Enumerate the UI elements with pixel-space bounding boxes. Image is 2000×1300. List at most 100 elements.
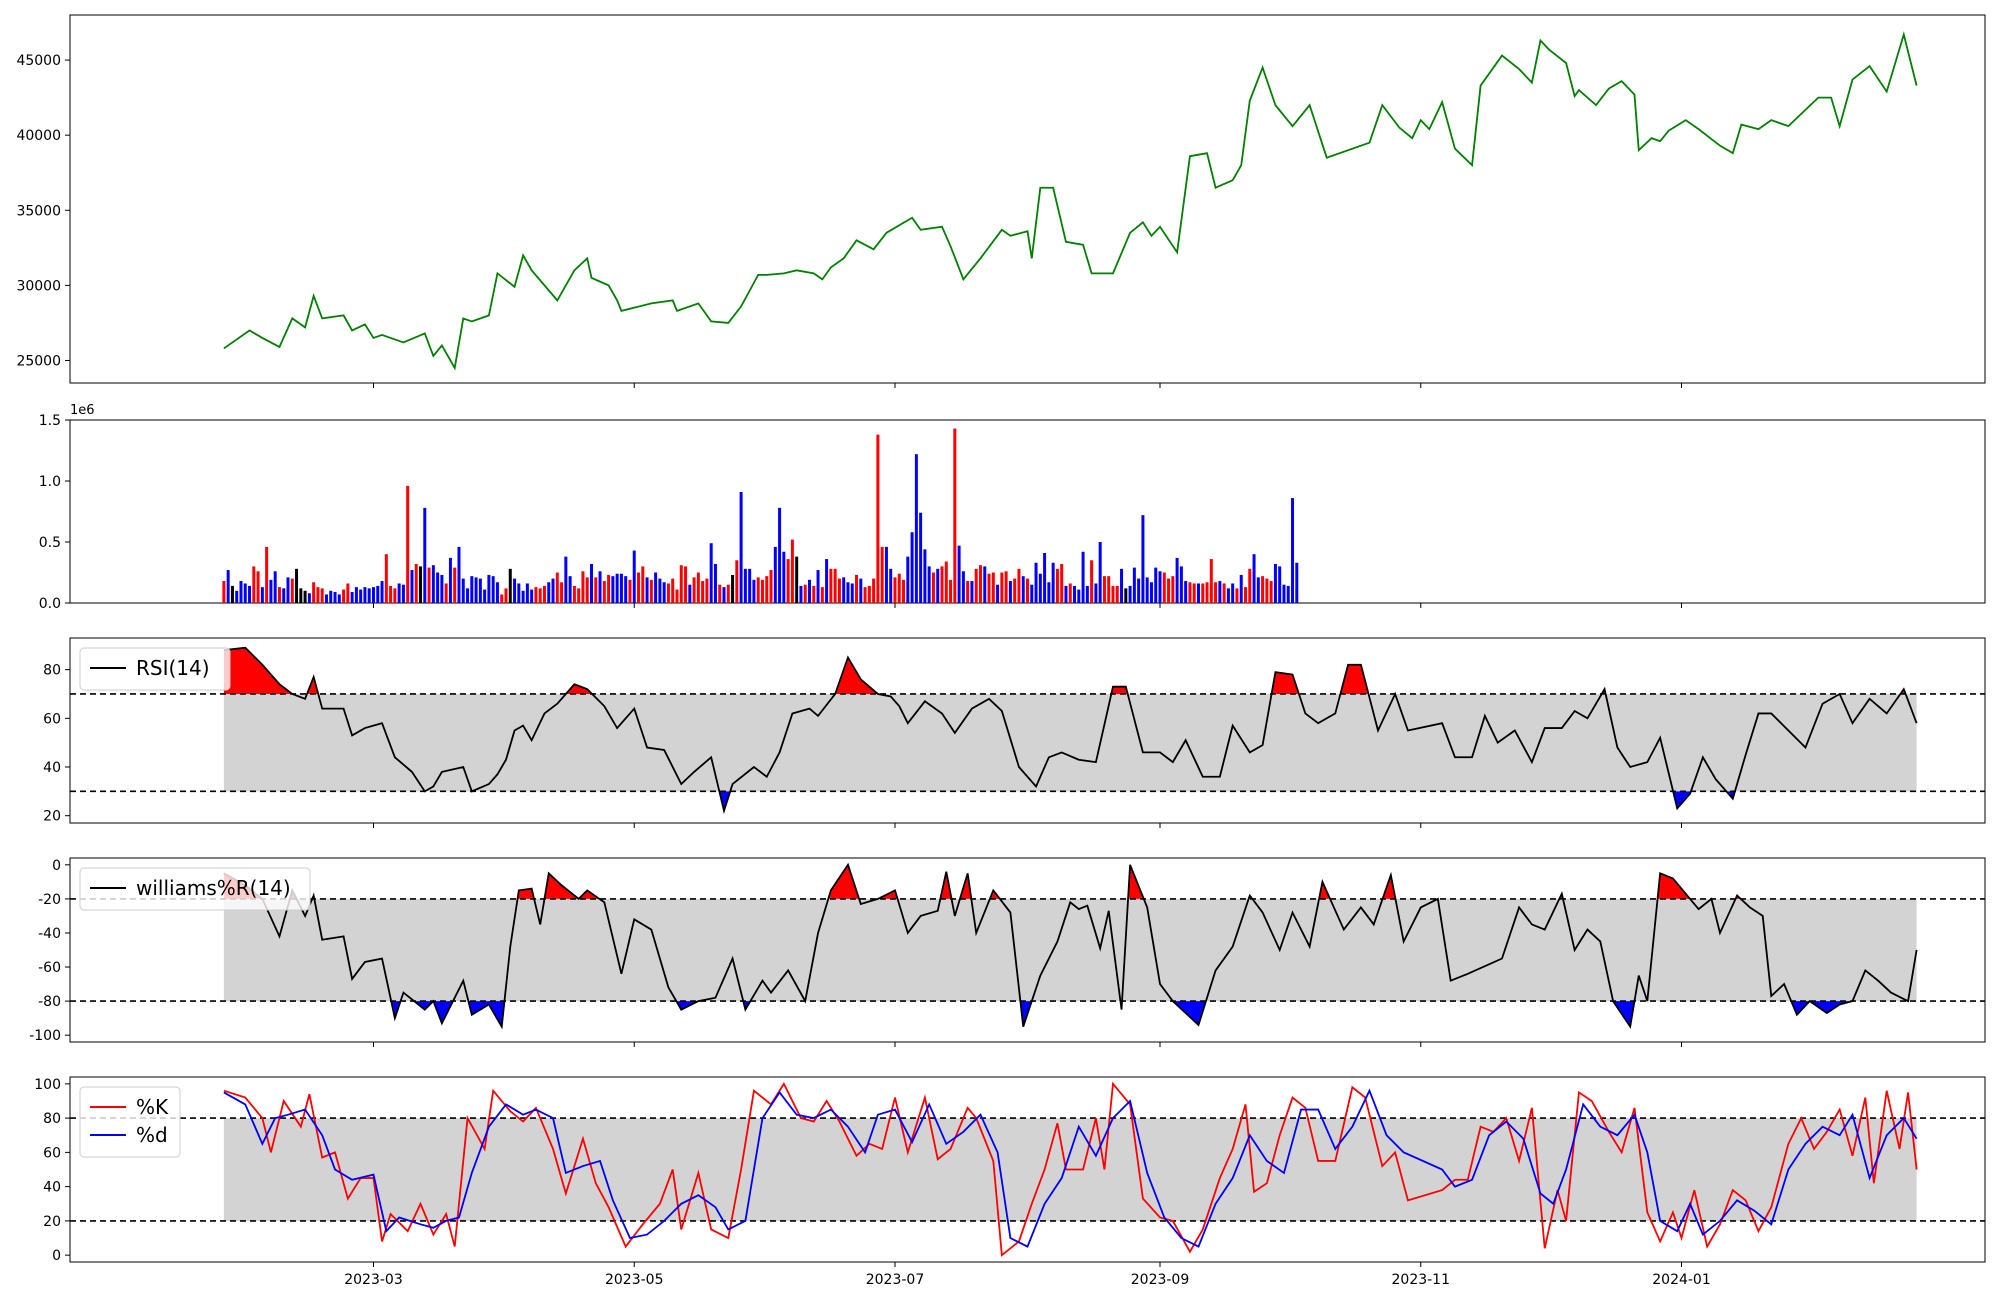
volume-bar [1043, 552, 1047, 603]
volume-bar [269, 579, 273, 603]
volume-bar [679, 565, 683, 603]
y-tick-label: 0.0 [39, 596, 61, 612]
volume-bar [303, 590, 307, 603]
y-tick-label: 60 [43, 711, 61, 727]
volume-bar [256, 571, 260, 603]
volume-bar [628, 579, 632, 603]
volume-bar [1132, 567, 1136, 603]
volume-bar [226, 570, 230, 603]
volume-bar [829, 568, 833, 603]
rsi-legend-box [79, 647, 231, 691]
volume-bar [743, 568, 747, 603]
y-tick-label: 45000 [16, 53, 61, 69]
volume-bar [944, 561, 948, 603]
volume-panel: 0.0 0.5 1.0 1.5 1e6 [39, 403, 1986, 612]
volume-bar [1179, 566, 1183, 603]
volume-offset-label: 1e6 [70, 403, 95, 418]
volume-bar [991, 572, 995, 603]
volume-bar [1269, 581, 1273, 603]
y-tick-label: 0 [52, 858, 61, 874]
williams-legend-box [79, 867, 311, 911]
volume-bar [380, 581, 384, 603]
axes-frame [69, 637, 1986, 824]
volume-bar [607, 574, 611, 603]
rsi-overbought-fill [307, 676, 319, 694]
volume-bar [1141, 515, 1145, 603]
stochastic-panel: 0 20 40 60 80 100 %K %d [34, 1076, 1986, 1264]
volume-bar [987, 573, 991, 603]
volume-bar [842, 577, 846, 603]
williams-oversold-fill [414, 1001, 434, 1010]
volume-bar [696, 572, 700, 603]
volume-bar [902, 579, 906, 603]
volume-bar [914, 454, 918, 603]
volume-bar [1102, 576, 1106, 603]
y-tick-label: 80 [43, 1111, 61, 1127]
volume-bar [748, 568, 752, 603]
y-tick-label: 25000 [16, 353, 61, 369]
volume-bar [419, 566, 423, 603]
volume-bar [248, 585, 252, 603]
volume-bar [1026, 578, 1029, 603]
volume-bar [1077, 589, 1081, 603]
volume-bar [919, 512, 923, 603]
volume-bar [470, 576, 474, 603]
volume-bar [397, 583, 401, 603]
volume-bar [1149, 582, 1153, 603]
volume-bar [384, 554, 388, 603]
volume-bar [363, 587, 367, 603]
volume-bar [1214, 582, 1218, 603]
volume-bar [474, 577, 478, 603]
volume-bars [222, 428, 1299, 603]
volume-bar [444, 583, 448, 603]
volume-bar [466, 588, 470, 603]
volume-bar [389, 585, 393, 603]
volume-bar [1256, 577, 1260, 603]
x-tick-label: 2023-05 [605, 1272, 664, 1288]
volume-bar [1222, 583, 1226, 603]
volume-bar [594, 577, 598, 603]
volume-bar [1073, 585, 1077, 603]
volume-bar [966, 581, 970, 603]
volume-bar [970, 581, 974, 603]
volume-bar [495, 582, 499, 603]
volume-bar [572, 585, 576, 603]
volume-bar [808, 579, 811, 603]
volume-bar [820, 587, 824, 603]
volume-bar [542, 585, 546, 603]
y-tick-label: 40 [43, 760, 61, 776]
y-tick-label: 40000 [16, 128, 61, 144]
y-tick-label: 20 [43, 1214, 61, 1230]
y-tick-label: 1.0 [39, 474, 61, 490]
volume-bar [675, 589, 679, 603]
volume-bar [1068, 583, 1072, 603]
volume-bar [833, 568, 837, 603]
volume-bar [1167, 578, 1171, 603]
volume-bar [1124, 588, 1128, 603]
axes-frame [69, 419, 1986, 604]
volume-bar [1265, 578, 1269, 603]
volume-bar [436, 572, 440, 603]
williams-legend: williams%R(14) [79, 867, 311, 911]
volume-bar [333, 592, 337, 603]
volume-bar [538, 588, 542, 603]
volume-bar [961, 571, 965, 603]
x-tick-label: 2023-09 [1131, 1272, 1190, 1288]
volume-bar [884, 546, 888, 603]
volume-bar [478, 578, 482, 603]
x-axis: 2023-03 2023-05 2023-07 2023-09 2023-11 2024-… [344, 383, 1711, 1288]
volume-bar [564, 556, 568, 603]
y-tick-label: 1.5 [39, 413, 61, 429]
volume-bar [927, 566, 931, 603]
volume-bar [1196, 583, 1200, 603]
volume-bar [859, 578, 863, 603]
volume-bar [658, 578, 662, 603]
stochastic-legend: %K %d [79, 1086, 181, 1158]
volume-bar [1226, 588, 1230, 603]
volume-bar [765, 576, 769, 603]
volume-bar [692, 577, 696, 603]
volume-bar [778, 507, 782, 603]
volume-bar [491, 576, 495, 603]
volume-bar [1004, 571, 1008, 603]
